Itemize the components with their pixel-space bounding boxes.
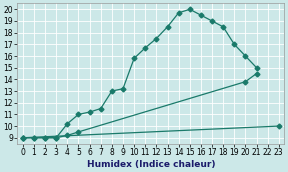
X-axis label: Humidex (Indice chaleur): Humidex (Indice chaleur) [87,159,215,169]
